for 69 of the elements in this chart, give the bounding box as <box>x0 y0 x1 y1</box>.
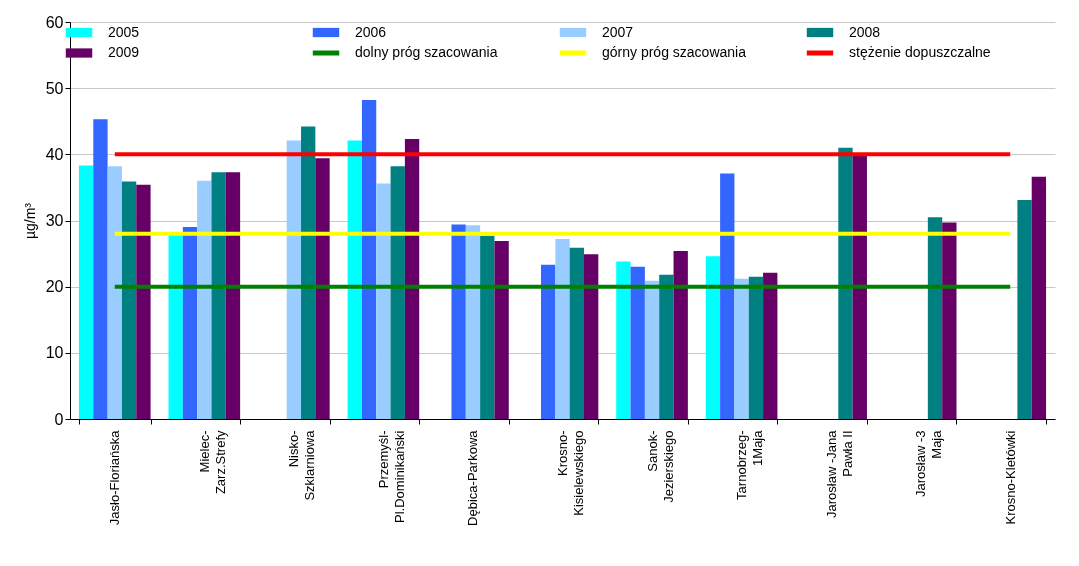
bar <box>644 280 660 419</box>
bar <box>541 264 556 419</box>
y-tick-label: 20 <box>45 278 64 296</box>
bar <box>376 183 391 419</box>
bar <box>494 241 509 419</box>
bar <box>465 225 481 419</box>
bar <box>93 119 108 419</box>
bar <box>763 272 778 419</box>
bar <box>673 250 688 419</box>
bar <box>659 274 674 419</box>
bar <box>1017 199 1032 419</box>
legend-label: 2008 <box>849 23 881 40</box>
y-tick-label: 0 <box>54 410 64 428</box>
bar <box>136 184 151 419</box>
bar <box>78 165 94 419</box>
x-tick-label: Jarosław -3 Maja <box>913 429 945 497</box>
bar <box>121 181 137 419</box>
y-tick-label: 40 <box>45 145 64 163</box>
bar <box>211 172 226 419</box>
y-tick-label: 60 <box>45 13 64 31</box>
bar <box>315 158 330 419</box>
bar <box>630 266 645 419</box>
x-tick-label: Jarosław -Jana Pawła II <box>823 429 855 518</box>
legend-label: górny próg szacowania <box>602 44 747 60</box>
legend-label: 2009 <box>108 44 140 60</box>
bar <box>168 233 183 419</box>
bar <box>569 247 584 419</box>
x-tick-label: Dębica-Parkowa <box>465 429 481 526</box>
x-tick-label: Nisko- Szklarniowa <box>286 429 318 501</box>
x-tick-label: Jasło-Floriańska <box>107 429 123 526</box>
bar <box>734 278 749 419</box>
bar <box>286 140 302 419</box>
bar <box>480 235 495 419</box>
bar <box>347 140 362 419</box>
legend-label: 2005 <box>108 23 140 40</box>
legend-label: dolny próg szacowania <box>355 44 498 60</box>
bar <box>197 180 212 419</box>
legend-label: stężenie dopuszczalne <box>849 44 991 60</box>
y-tick-label: 50 <box>45 79 64 97</box>
bar <box>182 227 198 419</box>
bar <box>1031 176 1047 419</box>
y-axis-title: µg/m³ <box>21 202 38 240</box>
bar <box>107 166 122 419</box>
x-tick-label: Przemyśl- Pl.Dominikański <box>375 430 407 523</box>
bar <box>927 217 943 419</box>
legend-label: 2006 <box>355 23 387 40</box>
bar <box>225 172 241 419</box>
bar <box>705 256 721 419</box>
bar <box>616 261 631 419</box>
legend-label: 2007 <box>602 23 634 40</box>
y-tick-label: 30 <box>45 212 64 229</box>
bar <box>555 239 570 419</box>
x-tick-label: Krosno-Kletówki <box>1002 430 1018 525</box>
bar <box>361 100 377 419</box>
y-tick-label: 10 <box>45 344 64 362</box>
bar <box>390 166 405 419</box>
bar <box>451 224 466 419</box>
bar <box>748 276 764 419</box>
x-tick-label: Mielec- Zarz.Strefy <box>196 430 228 495</box>
bar <box>404 139 420 419</box>
bar <box>583 254 599 419</box>
x-tick-label: Krosno- Kisielewskiego <box>555 430 586 516</box>
bar <box>852 154 867 419</box>
x-tick-label: Tarnobrzeg- 1Maja <box>734 429 766 500</box>
x-tick-label: Sanok- Jezierskiego <box>644 430 676 503</box>
bar <box>720 173 735 419</box>
bar <box>942 222 957 419</box>
bar <box>838 147 853 419</box>
bar <box>301 126 316 419</box>
